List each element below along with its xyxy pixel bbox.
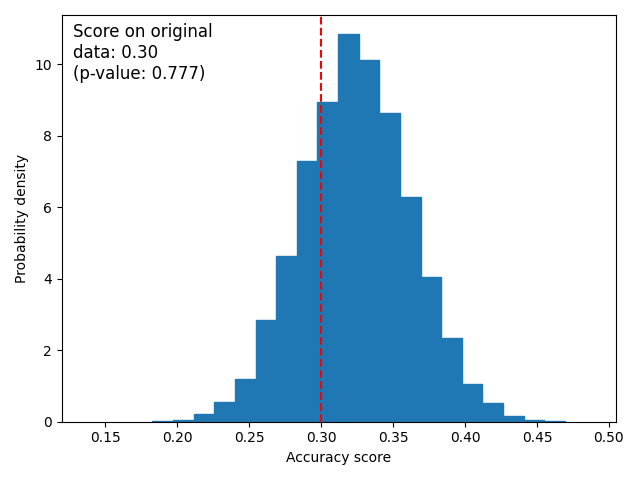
Bar [317,102,338,422]
Bar [524,420,545,422]
Bar [358,60,380,422]
Bar [380,113,400,422]
Bar [338,35,358,422]
Bar [235,379,255,422]
Bar [255,320,276,422]
Bar [483,403,503,422]
Bar [420,277,441,422]
Bar [545,421,565,422]
Bar [173,420,194,422]
Bar [194,414,214,422]
Bar [503,416,524,422]
Bar [152,421,173,422]
Bar [297,161,317,422]
Y-axis label: Probability density: Probability density [15,154,29,283]
Bar [276,256,297,422]
Bar [462,384,483,422]
X-axis label: Accuracy score: Accuracy score [287,451,392,465]
Bar [214,402,235,422]
Bar [400,197,420,422]
Text: Score on original
data: 0.30
(p-value: 0.777): Score on original data: 0.30 (p-value: 0… [73,23,212,83]
Bar [441,338,462,422]
